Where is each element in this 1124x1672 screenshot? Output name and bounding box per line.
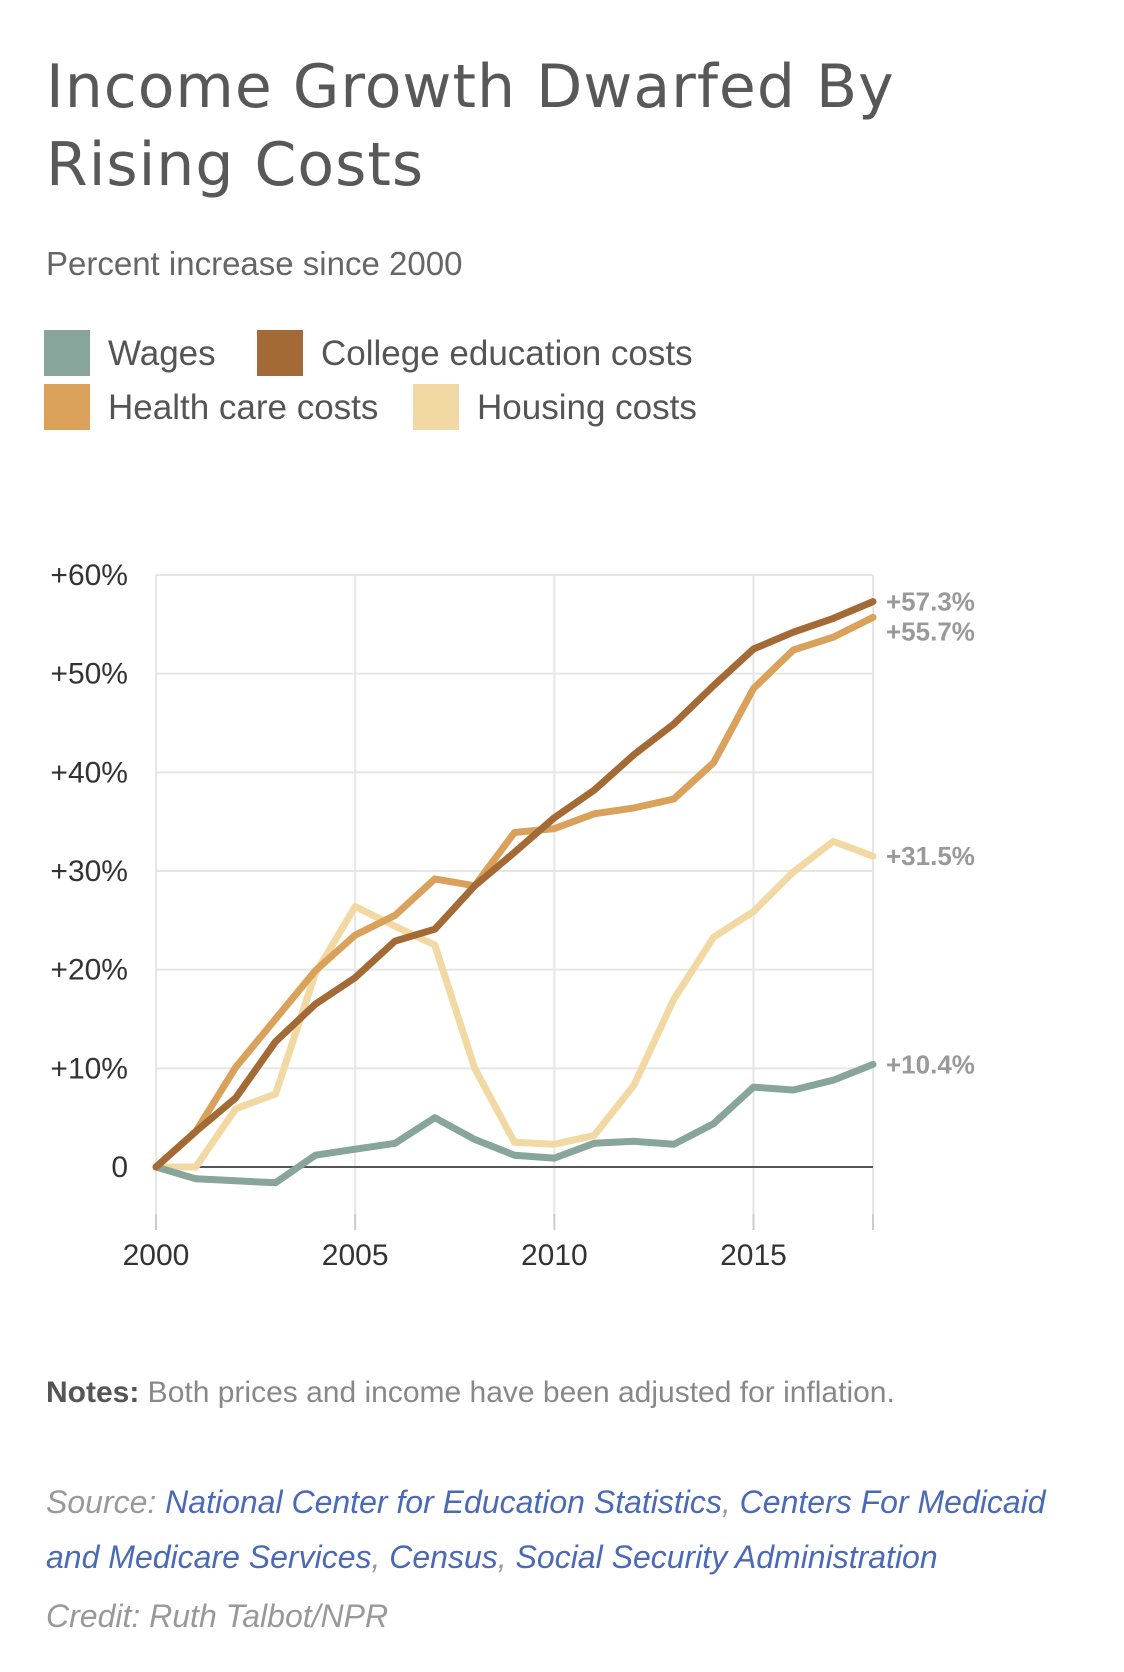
source: Source: National Center for Education St…: [46, 1475, 1096, 1585]
y-tick-label: 0: [111, 1151, 128, 1184]
end-label: +57.3%: [886, 587, 975, 617]
credit: Credit: Ruth Talbot/NPR: [46, 1598, 389, 1634]
source-link-ssa[interactable]: Social Security Administration: [515, 1539, 938, 1575]
y-tick-label: +30%: [50, 855, 128, 888]
legend-swatch-health: [44, 384, 90, 430]
series-line-wages: [152, 1060, 877, 1187]
y-tick-label: +50%: [50, 658, 128, 691]
end-label: +31.5%: [886, 841, 975, 871]
y-tick-label: +60%: [50, 559, 128, 592]
chart-title: Income Growth Dwarfed By Rising Costs: [46, 52, 895, 200]
legend-label-health: Health care costs: [108, 388, 379, 427]
x-tick-label: 2015: [720, 1239, 787, 1272]
legend-swatch-wages: [44, 330, 90, 376]
series-line-housing-costs: [152, 837, 877, 1171]
notes: Notes: Both prices and income have been …: [46, 1376, 895, 1410]
end-label: +10.4%: [886, 1049, 975, 1079]
legend: Wages College education costs Health car…: [44, 330, 1084, 450]
series-line-health-care-costs: [152, 613, 877, 1171]
y-tick-label: +10%: [50, 1052, 128, 1085]
source-separator: ,: [371, 1539, 390, 1575]
end-label: +55.7%: [886, 617, 975, 647]
line-chart: 0 +10% +20% +30% +40% +50% +60% 2000 2005 2010 201…: [50, 559, 975, 1272]
legend-label-college: College education costs: [321, 334, 693, 373]
x-tick-label: 2005: [322, 1239, 389, 1272]
x-tick-label: 2000: [123, 1239, 190, 1272]
y-tick-label: +20%: [50, 954, 128, 987]
legend-label-wages: Wages: [108, 334, 216, 373]
series-line-college-education-costs: [152, 598, 877, 1171]
legend-swatch-housing: [413, 384, 459, 430]
source-separator: ,: [497, 1539, 516, 1575]
notes-label: Notes:: [46, 1376, 140, 1409]
source-link-cms[interactable]: Centers For Medicaid and Medicare Servic…: [46, 1484, 1046, 1575]
source-link-census[interactable]: Census: [389, 1539, 498, 1575]
legend-label-housing: Housing costs: [477, 388, 697, 427]
notes-text: Both prices and income have been adjuste…: [139, 1376, 895, 1409]
x-tick-label: 2010: [521, 1239, 588, 1272]
source-link-nces[interactable]: National Center for Education Statistics: [165, 1484, 722, 1520]
source-separator: ,: [721, 1484, 740, 1520]
y-tick-label: +40%: [50, 756, 128, 789]
chart-subtitle: Percent increase since 2000: [46, 245, 463, 282]
legend-swatch-college: [257, 330, 303, 376]
source-label: Source:: [46, 1484, 166, 1520]
